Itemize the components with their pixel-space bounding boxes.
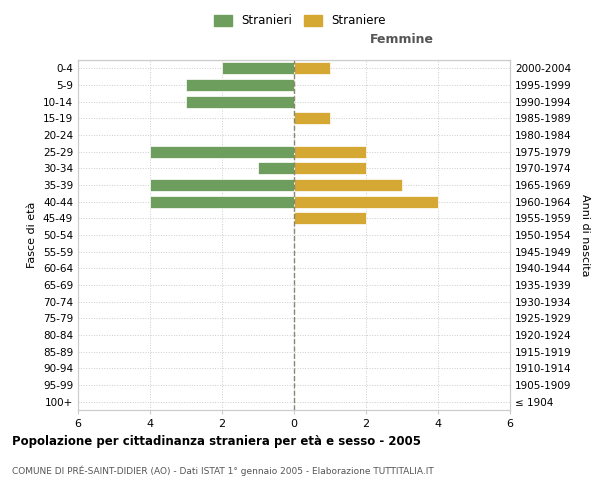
Legend: Stranieri, Straniere: Stranieri, Straniere <box>211 11 389 31</box>
Bar <box>186 96 294 108</box>
Bar <box>294 212 366 224</box>
Bar <box>294 179 402 191</box>
Bar <box>222 62 294 74</box>
Bar <box>294 196 438 207</box>
Bar <box>294 112 330 124</box>
Bar <box>150 179 294 191</box>
Bar <box>294 62 330 74</box>
Y-axis label: Fasce di età: Fasce di età <box>28 202 37 268</box>
Bar <box>150 146 294 158</box>
Text: Femmine: Femmine <box>370 33 434 46</box>
Bar <box>150 196 294 207</box>
Bar <box>294 146 366 158</box>
Text: Popolazione per cittadinanza straniera per età e sesso - 2005: Popolazione per cittadinanza straniera p… <box>12 435 421 448</box>
Bar <box>186 79 294 91</box>
Bar <box>294 162 366 174</box>
Text: COMUNE DI PRÉ-SAINT-DIDIER (AO) - Dati ISTAT 1° gennaio 2005 - Elaborazione TUTT: COMUNE DI PRÉ-SAINT-DIDIER (AO) - Dati I… <box>12 465 434 475</box>
Bar <box>258 162 294 174</box>
Y-axis label: Anni di nascita: Anni di nascita <box>580 194 590 276</box>
